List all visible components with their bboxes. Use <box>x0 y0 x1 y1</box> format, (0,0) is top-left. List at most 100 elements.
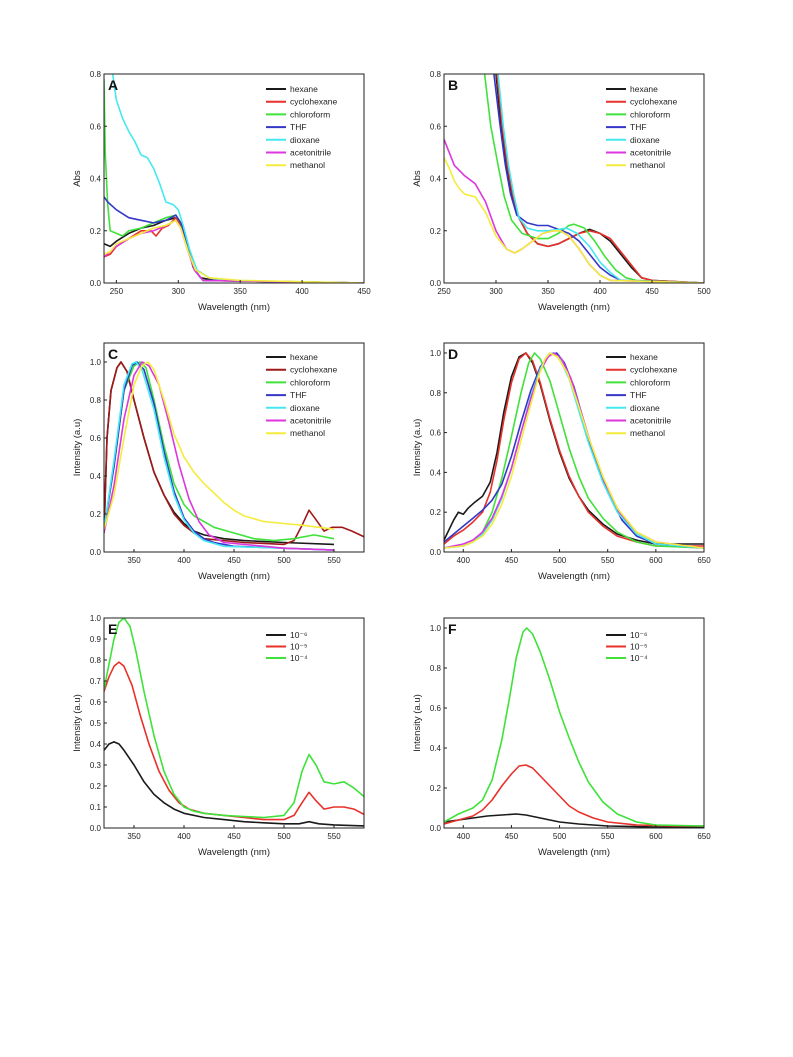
x-tick-label: 450 <box>227 832 241 841</box>
legend-label: acetonitrile <box>290 148 331 158</box>
series-line-6 <box>444 157 704 283</box>
legend: 10⁻⁶ 10⁻⁵10⁻⁴ <box>266 630 308 663</box>
legend-label: acetonitrile <box>630 148 671 158</box>
y-tick-label: 0.4 <box>430 744 442 753</box>
x-tick-label: 550 <box>327 556 341 565</box>
legend-label: cyclohexane <box>630 365 678 375</box>
legend-label: 10⁻⁴ <box>630 653 648 663</box>
y-tick-label: 0.2 <box>430 508 442 517</box>
x-tick-label: 400 <box>295 287 309 296</box>
y-tick-label: 0.8 <box>430 389 442 398</box>
y-tick-label: 0.6 <box>90 434 102 443</box>
series-line-2 <box>444 627 704 827</box>
series-line-1 <box>496 74 704 283</box>
legend-label: chloroform <box>630 109 670 119</box>
y-tick-label: 0.4 <box>90 472 102 481</box>
legend: hexane cyclohexane chloroform THF dioxane ace… <box>606 352 678 438</box>
panel-e: 350 400 450 500 550 0.0 0.1 0.2 0.3 0.4 0.5 0.6 0.7 0… <box>72 614 365 858</box>
legend-label: acetonitrile <box>630 416 671 426</box>
legend: 10⁻⁶ 10⁻⁵10⁻⁴ <box>606 630 648 663</box>
y-tick-label: 0.2 <box>430 784 442 793</box>
y-tick-label: 0.0 <box>430 824 442 833</box>
plot-frame <box>443 342 705 553</box>
legend: hexane cyclohexane chloroform THF dioxane ace… <box>266 352 338 438</box>
x-tick-label: 550 <box>601 832 615 841</box>
y-tick-label: 0.8 <box>90 70 102 79</box>
x-tick-label: 500 <box>277 556 291 565</box>
y-axis-label: Intensity (a.u) <box>412 419 423 477</box>
x-tick-label: 550 <box>601 556 615 565</box>
x-tick-label: 300 <box>489 287 503 296</box>
series-line-6 <box>104 219 364 283</box>
series-line-0 <box>104 741 364 827</box>
y-axis-label: Abs <box>72 170 83 187</box>
legend-label: 10⁻⁵ <box>630 642 647 652</box>
x-tick-label: 400 <box>457 832 471 841</box>
panel-label: B <box>448 77 458 93</box>
legend-label: 10⁻⁵ <box>290 642 307 652</box>
legend-label: acetonitrile <box>290 416 331 426</box>
legend: hexane cyclohexane chloroform THF dioxane ace… <box>266 84 338 170</box>
x-tick-label: 400 <box>457 556 471 565</box>
y-tick-label: 0.4 <box>90 740 102 749</box>
legend-label: dioxane <box>290 135 320 145</box>
series-line-2 <box>104 618 364 819</box>
y-tick-label: 1.0 <box>90 614 102 623</box>
y-tick-label: 0.0 <box>430 548 442 557</box>
legend-label: dioxane <box>630 135 660 145</box>
series-line-5 <box>104 219 364 283</box>
x-tick-label: 400 <box>177 832 191 841</box>
x-tick-label: 500 <box>553 556 567 565</box>
y-tick-label: 0.6 <box>430 704 442 713</box>
x-tick-label: 500 <box>277 832 291 841</box>
legend-label: cyclohexane <box>290 97 338 107</box>
legend-label: dioxane <box>630 403 660 413</box>
y-tick-label: 0.2 <box>90 782 102 791</box>
y-axis-label: Intensity (a.u) <box>412 694 423 752</box>
y-tick-label: 0.6 <box>90 122 102 131</box>
legend-label: chloroform <box>630 377 670 387</box>
series-line-3 <box>104 196 364 283</box>
panel-c: 350 400 450 500 550 0.0 0.2 0.4 0.6 0.8 1.0 Wavelen… <box>72 342 365 582</box>
y-tick-label: 0.6 <box>90 698 102 707</box>
legend-label: THF <box>290 122 307 132</box>
panel-f: 400 450 500 550 600 650 0.0 0.2 0.4 0.6 0.8 1.0 Wave… <box>412 617 711 858</box>
x-tick-label: 400 <box>593 287 607 296</box>
y-axis-label: Abs <box>412 170 423 187</box>
x-axis-label: Wavelength (nm) <box>538 847 610 858</box>
panel-label: A <box>108 77 118 93</box>
y-tick-label: 0.0 <box>430 279 442 288</box>
y-tick-label: 0.6 <box>430 122 442 131</box>
y-tick-label: 0.2 <box>430 227 442 236</box>
y-tick-label: 0.4 <box>90 175 102 184</box>
y-tick-label: 0.9 <box>90 635 102 644</box>
y-tick-label: 0.2 <box>90 227 102 236</box>
y-tick-label: 0.1 <box>90 803 102 812</box>
series-line-5 <box>104 361 335 551</box>
x-tick-label: 550 <box>327 832 341 841</box>
y-tick-label: 0.0 <box>90 824 102 833</box>
x-axis-label: Wavelength (nm) <box>198 302 270 313</box>
x-tick-label: 650 <box>697 556 711 565</box>
panel-b: 250 300 350 400 450 500 0.0 0.2 0.4 0.6 0.8 Wavelen… <box>412 70 711 313</box>
y-tick-label: 1.0 <box>430 624 442 633</box>
y-tick-label: 0.5 <box>90 719 102 728</box>
x-tick-label: 350 <box>234 287 248 296</box>
y-axis-label: Intensity (a.u) <box>72 694 83 752</box>
x-tick-label: 500 <box>697 287 711 296</box>
series-line-6 <box>444 352 704 549</box>
x-tick-label: 500 <box>553 832 567 841</box>
x-axis-label: Wavelength (nm) <box>538 302 610 313</box>
legend-label: 10⁻⁶ <box>630 630 647 640</box>
legend-label: hexane <box>290 84 318 94</box>
panel-label: D <box>448 346 458 362</box>
x-tick-label: 400 <box>177 556 191 565</box>
x-axis-label: Wavelength (nm) <box>198 847 270 858</box>
series-line-3 <box>104 361 335 551</box>
x-tick-label: 450 <box>645 287 659 296</box>
series-line-2 <box>104 361 335 542</box>
legend-label: methanol <box>290 160 325 170</box>
legend-label: hexane <box>630 352 658 362</box>
x-tick-label: 350 <box>127 832 141 841</box>
y-tick-label: 0.8 <box>90 656 102 665</box>
